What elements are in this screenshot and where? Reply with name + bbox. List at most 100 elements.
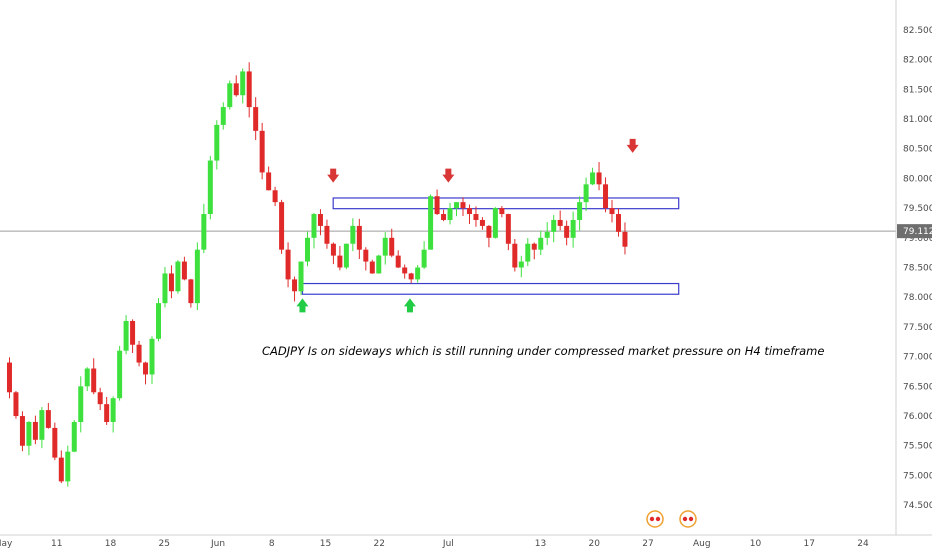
candle <box>609 200 615 223</box>
candle-body <box>454 202 460 209</box>
candle-body <box>233 83 239 96</box>
price-tick-label: 82.000 <box>903 56 932 66</box>
candle <box>525 238 531 267</box>
candle <box>13 391 19 419</box>
candle-body <box>343 243 349 268</box>
candle-body <box>447 208 453 220</box>
time-tick-label: 27 <box>642 539 653 549</box>
candle <box>84 367 90 392</box>
candle-body <box>518 261 524 268</box>
candle <box>130 319 136 354</box>
candle <box>415 265 421 283</box>
time-tick-label: Jun <box>210 539 225 549</box>
price-tick-label: 79.500 <box>903 204 932 214</box>
time-tick-label: 18 <box>105 539 117 549</box>
candle <box>389 228 395 258</box>
candle <box>266 166 272 191</box>
candle <box>259 122 265 180</box>
time-tick-label: 22 <box>374 539 385 549</box>
resistance-zone[interactable] <box>332 197 680 210</box>
price-tick-label: 74.500 <box>903 501 932 511</box>
candle-body <box>162 273 168 304</box>
candle-body <box>91 368 97 393</box>
price-axis[interactable]: 82.500 82.000 81.500 81.000 80.500 80.000 79.5… <box>895 0 932 535</box>
time-tick-label: 20 <box>589 539 601 549</box>
candle <box>512 239 518 272</box>
candle <box>52 422 58 461</box>
candle <box>97 387 103 411</box>
arrow-down-icon <box>327 168 340 183</box>
candle <box>117 345 123 401</box>
support-zone[interactable] <box>301 282 680 295</box>
candle <box>6 357 12 399</box>
candle <box>376 254 382 274</box>
time-axis[interactable]: May 11 18 25 Jun 8 15 22 Jul 13 20 27 Aug 10 17 24 <box>0 534 932 549</box>
candle-body <box>143 362 149 375</box>
candle-body <box>285 249 291 280</box>
candle <box>279 199 285 254</box>
candle <box>123 315 129 355</box>
price-tick-label: 76.000 <box>903 412 932 422</box>
candle-body <box>19 416 25 446</box>
candle <box>570 211 576 248</box>
candle-body <box>26 421 32 446</box>
time-tick-label: 24 <box>857 539 869 549</box>
candle-body <box>441 214 447 220</box>
candle <box>596 162 602 191</box>
candle <box>577 196 583 231</box>
candle-body <box>538 237 544 250</box>
candle-body <box>259 130 265 173</box>
candle <box>45 403 51 429</box>
event-dot-icon <box>682 516 688 522</box>
candle <box>65 445 71 487</box>
event-dot-icon <box>688 516 694 522</box>
candle <box>557 210 563 231</box>
candle <box>91 358 97 395</box>
candle <box>466 204 472 224</box>
candle <box>330 242 336 265</box>
candle <box>214 120 220 170</box>
candle-body <box>615 214 621 232</box>
price-tick-label: 80.000 <box>903 174 932 184</box>
calendar-event-icon[interactable] <box>646 510 664 528</box>
candle-body <box>39 410 45 440</box>
candle-body <box>149 338 155 375</box>
candle-body <box>350 225 356 244</box>
time-tick-label: 8 <box>269 539 275 549</box>
candle-body <box>13 392 19 417</box>
candle <box>590 167 596 186</box>
candle-body <box>525 243 531 262</box>
candle <box>460 197 466 216</box>
event-icons[interactable] <box>646 510 697 528</box>
candle <box>479 217 485 230</box>
candle <box>402 264 408 279</box>
calendar-event-icon[interactable] <box>679 510 697 528</box>
candle <box>551 215 557 243</box>
candle <box>201 203 207 254</box>
candle <box>505 213 511 251</box>
candle-body <box>84 368 90 387</box>
candle-body <box>155 303 161 339</box>
candle-body <box>583 184 589 203</box>
candle-body <box>292 279 298 292</box>
current-price-label: 79.112 <box>903 227 932 237</box>
time-tick-label: May <box>0 539 13 549</box>
candle-body <box>71 421 77 452</box>
time-tick-label: 17 <box>804 539 815 549</box>
candle <box>181 256 187 281</box>
candle <box>58 450 64 484</box>
candle-body <box>460 202 466 209</box>
candle <box>78 376 84 433</box>
candle-body <box>104 404 110 422</box>
candle <box>615 208 621 237</box>
candle-body <box>227 83 233 108</box>
candle <box>447 202 453 225</box>
candle-body <box>207 160 213 215</box>
candle-body <box>272 190 278 203</box>
candle <box>32 415 38 445</box>
candle-body <box>609 208 615 215</box>
candle <box>188 278 194 308</box>
candle <box>382 232 388 265</box>
